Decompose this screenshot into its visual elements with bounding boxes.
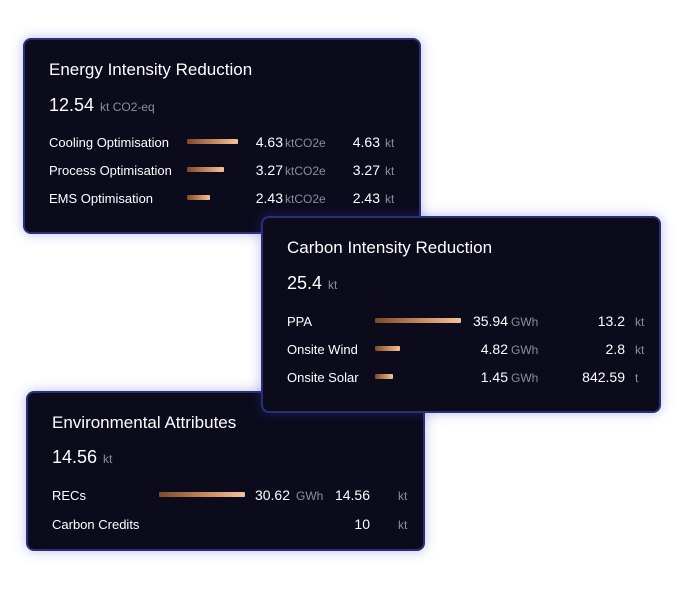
row-value-primary: 35.94: [472, 313, 508, 329]
bar-track: [159, 521, 247, 526]
bar-track: [159, 492, 247, 497]
total-value: 14.56: [52, 447, 98, 467]
row-value-secondary: 4.63: [352, 134, 380, 150]
row-unit-secondary: kt: [398, 518, 408, 532]
row-unit-primary: GWh: [511, 371, 539, 385]
row-value-primary: 4.82: [480, 341, 508, 357]
energy-intensity-card: Energy Intensity Reduction 12.54 kt CO2-e…: [23, 38, 421, 234]
total-value: 12.54: [49, 95, 95, 115]
row-label: RECs: [52, 488, 86, 503]
card-title: Energy Intensity Reduction: [49, 60, 253, 79]
row-value-primary: 3.27: [255, 162, 283, 178]
metric-row-process: Process Optimisation 3.27 ktCO2e 3.27 kt: [25, 160, 419, 180]
row-unit-primary: ktCO2e: [285, 136, 326, 150]
metric-row-ems: EMS Optimisation 2.43 ktCO2e 2.43 kt: [25, 188, 419, 208]
row-value-primary: 2.43: [255, 190, 283, 206]
row-unit-secondary: kt: [635, 315, 645, 329]
row-label: PPA: [287, 314, 313, 329]
row-unit-primary: GWh: [296, 489, 324, 503]
environmental-attributes-card: Environmental Attributes 14.56 kt RECs 30…: [26, 391, 425, 551]
total-value: 25.4: [287, 273, 323, 293]
row-label: EMS Optimisation: [49, 191, 154, 206]
row-label: Onsite Solar: [287, 370, 359, 385]
row-value-secondary: 14.56: [334, 487, 370, 503]
row-value-secondary: 842.59: [582, 369, 625, 385]
row-value-secondary: 2.8: [605, 341, 625, 357]
row-unit-secondary: t: [635, 371, 639, 385]
metric-row-onsite-solar: Onsite Solar 1.45 GWh 842.59 t: [263, 367, 659, 387]
metric-row-recs: RECs 30.62 GWh 14.56 kt: [28, 485, 423, 505]
row-unit-secondary: kt: [385, 136, 395, 150]
metric-row-onsite-wind: Onsite Wind 4.82 GWh 2.8 kt: [263, 339, 659, 359]
carbon-intensity-card: Carbon Intensity Reduction 25.4 kt PPA 35…: [261, 216, 661, 413]
total-unit: kt CO2-eq: [100, 100, 155, 114]
row-unit-primary: ktCO2e: [285, 192, 326, 206]
row-value-primary: 30.62: [254, 487, 290, 503]
row-value-secondary: 3.27: [352, 162, 380, 178]
card-title: Environmental Attributes: [52, 413, 237, 432]
bar-fill: [187, 195, 210, 200]
bar-track: [187, 167, 247, 172]
row-label: Process Optimisation: [49, 163, 172, 178]
row-unit-primary: GWh: [511, 343, 539, 357]
bar-track: [187, 139, 247, 144]
card-total: 25.4 kt: [287, 273, 337, 294]
row-value-secondary: 10: [354, 516, 370, 532]
card-total: 12.54 kt CO2-eq: [49, 95, 155, 116]
row-value-secondary: 2.43: [352, 190, 380, 206]
row-unit-secondary: kt: [635, 343, 645, 357]
row-unit-primary: ktCO2e: [285, 164, 326, 178]
card-title: Carbon Intensity Reduction: [287, 238, 493, 257]
bar-fill: [187, 139, 238, 144]
total-unit: kt: [328, 278, 338, 292]
row-value-secondary: 13.2: [597, 313, 625, 329]
row-label: Onsite Wind: [287, 342, 358, 357]
card-total: 14.56 kt: [52, 447, 112, 468]
row-unit-secondary: kt: [385, 164, 395, 178]
row-unit-secondary: kt: [385, 192, 395, 206]
bar-track: [187, 195, 247, 200]
row-unit-secondary: kt: [398, 489, 408, 503]
bar-fill: [375, 346, 400, 351]
bar-track: [375, 318, 463, 323]
row-label: Cooling Optimisation: [49, 135, 169, 150]
metric-row-ppa: PPA 35.94 GWh 13.2 kt: [263, 311, 659, 331]
metric-row-cooling: Cooling Optimisation 4.63 ktCO2e 4.63 kt: [25, 132, 419, 152]
row-unit-primary: GWh: [511, 315, 539, 329]
row-label: Carbon Credits: [52, 517, 140, 532]
row-value-primary: 4.63: [255, 134, 283, 150]
metric-row-carbon-credits: Carbon Credits 10 kt: [28, 514, 423, 534]
bar-fill: [375, 374, 393, 379]
bar-fill: [187, 167, 225, 172]
row-value-primary: 1.45: [480, 369, 508, 385]
bar-track: [375, 346, 463, 351]
bar-fill: [159, 492, 246, 497]
bar-fill: [375, 318, 462, 323]
bar-track: [375, 374, 463, 379]
total-unit: kt: [103, 452, 113, 466]
